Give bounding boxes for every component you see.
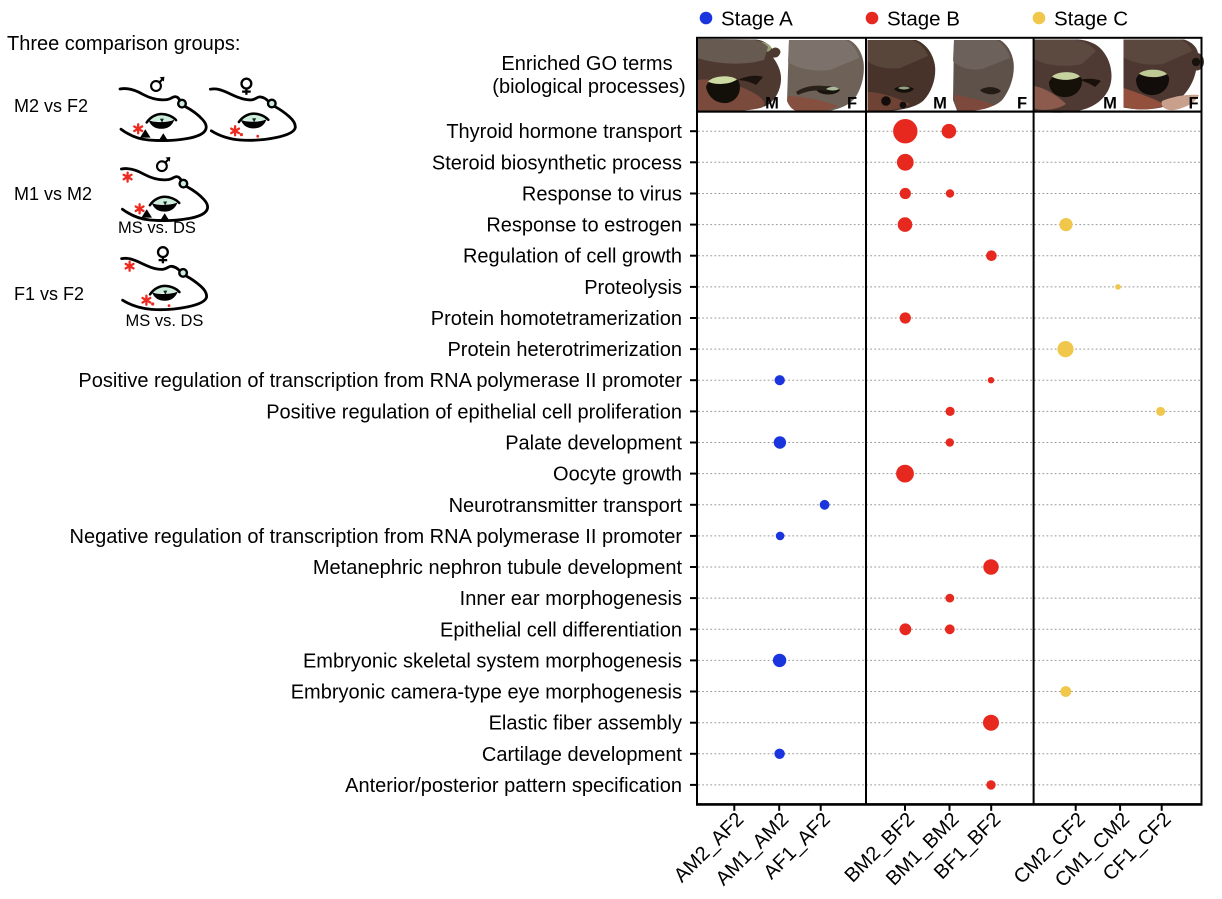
svg-text:(biological processes): (biological processes) [492, 76, 685, 98]
svg-text:Embryonic camera-type eye morp: Embryonic camera-type eye morphogenesis [291, 682, 682, 704]
svg-text:Stage C: Stage C [1054, 8, 1128, 31]
svg-text:Enriched GO terms: Enriched GO terms [501, 53, 672, 75]
svg-text:Proteolysis: Proteolysis [584, 277, 682, 299]
svg-text:Oocyte growth: Oocyte growth [553, 464, 682, 486]
svg-text:Positive regulation of transcr: Positive regulation of transcription fro… [78, 370, 682, 392]
svg-text:Neurotransmitter transport: Neurotransmitter transport [449, 495, 683, 517]
svg-text:F: F [1017, 95, 1027, 113]
svg-text:Embryonic skeletal system morp: Embryonic skeletal system morphogenesis [303, 650, 682, 672]
svg-text:M: M [933, 95, 947, 113]
svg-text:Stage B: Stage B [887, 8, 960, 31]
svg-text:MS vs. DS: MS vs. DS [126, 312, 204, 330]
svg-text:Protein homotetramerization: Protein homotetramerization [431, 308, 682, 330]
svg-text:Elastic fiber assembly: Elastic fiber assembly [489, 713, 682, 735]
svg-text:M: M [765, 95, 779, 113]
svg-text:Regulation of cell growth: Regulation of cell growth [463, 246, 682, 268]
svg-text:Three comparison groups:: Three comparison groups: [7, 33, 240, 55]
svg-text:Anterior/posterior pattern spe: Anterior/posterior pattern specification [345, 775, 682, 797]
svg-text:Protein heterotrimerization: Protein heterotrimerization [447, 339, 682, 361]
svg-text:Epithelial cell differentiatio: Epithelial cell differentiation [440, 619, 682, 641]
svg-text:M1 vs M2: M1 vs M2 [14, 184, 92, 204]
svg-text:Steroid biosynthetic process: Steroid biosynthetic process [432, 152, 682, 174]
svg-text:M: M [1103, 95, 1117, 113]
svg-text:Response to virus: Response to virus [522, 184, 682, 206]
svg-text:Inner ear morphogenesis: Inner ear morphogenesis [460, 588, 682, 610]
svg-text:Palate development: Palate development [505, 433, 682, 455]
svg-text:Stage A: Stage A [721, 8, 793, 31]
svg-text:Positive regulation of epithel: Positive regulation of epithelial cell p… [266, 401, 682, 423]
svg-text:Response to estrogen: Response to estrogen [486, 215, 682, 237]
svg-text:F: F [1188, 95, 1198, 113]
svg-text:MS vs. DS: MS vs. DS [118, 219, 196, 237]
svg-text:F1 vs F2: F1 vs F2 [14, 284, 84, 304]
svg-text:Thyroid hormone transport: Thyroid hormone transport [446, 121, 682, 143]
svg-text:Metanephric nephron tubule dev: Metanephric nephron tubule development [313, 557, 683, 579]
svg-text:M2 vs F2: M2 vs F2 [14, 96, 88, 116]
svg-text:Cartilage development: Cartilage development [482, 744, 683, 766]
svg-text:Negative regulation of transcr: Negative regulation of transcription fro… [70, 526, 683, 548]
svg-text:F: F [847, 95, 857, 113]
